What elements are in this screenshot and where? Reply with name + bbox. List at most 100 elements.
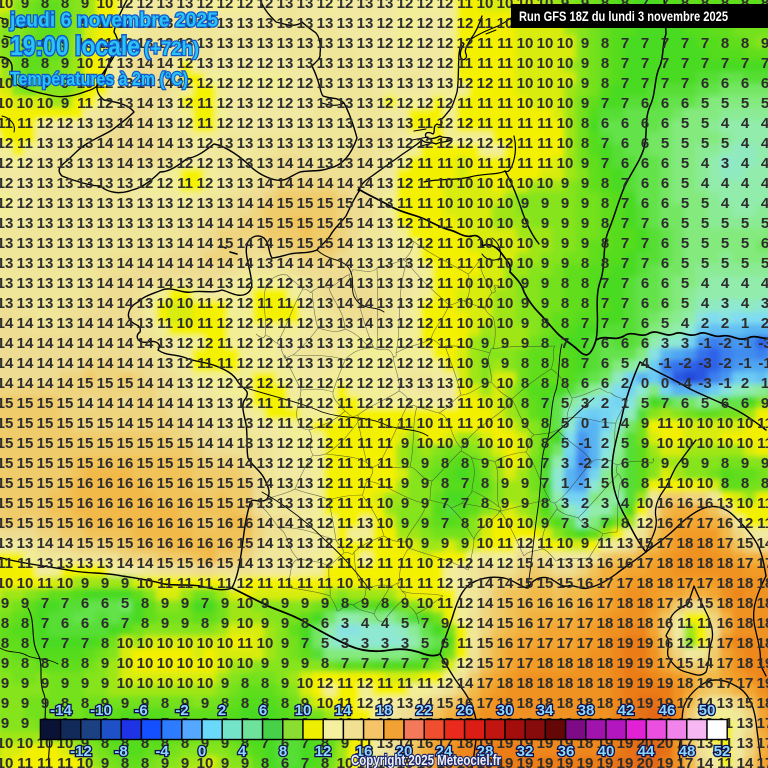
svg-text:13: 13 <box>277 535 294 552</box>
svg-text:8: 8 <box>561 295 569 312</box>
svg-text:12: 12 <box>417 315 434 332</box>
svg-text:15: 15 <box>17 495 34 512</box>
svg-text:13: 13 <box>57 275 74 292</box>
svg-text:13: 13 <box>417 75 434 92</box>
svg-text:8: 8 <box>301 615 309 632</box>
svg-text:11: 11 <box>37 755 53 768</box>
svg-text:9: 9 <box>701 455 709 472</box>
svg-text:15: 15 <box>77 435 94 452</box>
svg-text:14: 14 <box>117 555 134 572</box>
svg-text:16: 16 <box>677 595 694 612</box>
svg-text:9: 9 <box>1 715 9 732</box>
svg-text:11: 11 <box>397 555 413 572</box>
svg-text:17: 17 <box>657 535 674 552</box>
svg-text:7: 7 <box>381 655 389 672</box>
svg-text:19: 19 <box>537 755 554 768</box>
svg-text:10: 10 <box>17 575 34 592</box>
svg-text:13: 13 <box>397 275 414 292</box>
svg-text:10: 10 <box>437 195 454 212</box>
svg-text:15: 15 <box>77 375 94 392</box>
svg-text:16: 16 <box>217 515 234 532</box>
svg-text:6: 6 <box>641 115 649 132</box>
svg-text:7: 7 <box>621 315 629 332</box>
svg-text:13: 13 <box>277 115 294 132</box>
svg-text:4: 4 <box>761 115 768 132</box>
svg-text:7: 7 <box>61 595 69 612</box>
svg-text:2: 2 <box>741 375 749 392</box>
svg-text:13: 13 <box>77 195 94 212</box>
svg-text:6: 6 <box>641 135 649 152</box>
svg-text:18: 18 <box>597 615 614 632</box>
svg-text:18: 18 <box>597 695 614 712</box>
svg-text:8: 8 <box>601 235 609 252</box>
svg-text:15: 15 <box>17 515 34 532</box>
svg-text:18: 18 <box>717 555 734 572</box>
svg-text:9: 9 <box>501 355 509 372</box>
svg-text:7: 7 <box>581 355 589 372</box>
svg-text:12: 12 <box>0 195 13 212</box>
svg-text:4: 4 <box>721 115 730 132</box>
svg-text:18: 18 <box>376 702 393 719</box>
svg-text:18: 18 <box>637 595 654 612</box>
svg-text:9: 9 <box>561 255 569 272</box>
svg-text:11: 11 <box>437 235 453 252</box>
svg-text:13: 13 <box>377 255 394 272</box>
svg-text:12: 12 <box>297 435 314 452</box>
svg-text:9: 9 <box>401 515 409 532</box>
svg-text:13: 13 <box>257 255 274 272</box>
svg-text:13: 13 <box>217 395 234 412</box>
svg-text:15: 15 <box>77 455 94 472</box>
svg-text:11: 11 <box>657 415 673 432</box>
svg-text:18: 18 <box>517 695 534 712</box>
svg-text:16: 16 <box>137 515 154 532</box>
svg-text:12: 12 <box>397 315 414 332</box>
svg-text:6: 6 <box>641 175 649 192</box>
svg-text:7: 7 <box>701 55 709 72</box>
svg-text:15: 15 <box>477 635 494 652</box>
svg-text:10: 10 <box>517 95 534 112</box>
svg-text:14: 14 <box>357 195 374 212</box>
svg-text:11: 11 <box>337 475 353 492</box>
svg-text:13: 13 <box>317 315 334 332</box>
svg-text:13: 13 <box>77 255 94 272</box>
svg-text:9: 9 <box>1 35 9 52</box>
svg-text:7: 7 <box>641 235 649 252</box>
svg-text:15: 15 <box>337 195 354 212</box>
svg-text:12: 12 <box>417 255 434 272</box>
svg-text:14: 14 <box>137 355 154 372</box>
svg-text:10: 10 <box>517 255 534 272</box>
svg-text:9: 9 <box>421 475 429 492</box>
svg-text:11: 11 <box>437 595 453 612</box>
svg-text:9: 9 <box>581 55 589 72</box>
svg-text:9: 9 <box>101 755 109 768</box>
svg-text:11: 11 <box>337 435 353 452</box>
svg-text:13: 13 <box>137 195 154 212</box>
svg-text:13: 13 <box>37 555 54 572</box>
svg-text:18: 18 <box>717 595 734 612</box>
svg-text:11: 11 <box>417 155 433 172</box>
svg-text:14: 14 <box>137 395 154 412</box>
svg-text:7: 7 <box>661 75 669 92</box>
svg-text:13: 13 <box>217 155 234 172</box>
svg-text:13: 13 <box>257 555 274 572</box>
svg-text:9: 9 <box>581 235 589 252</box>
svg-text:6: 6 <box>641 315 649 332</box>
svg-text:15: 15 <box>237 495 254 512</box>
svg-text:14: 14 <box>137 555 154 572</box>
svg-text:6: 6 <box>601 355 609 372</box>
svg-text:10: 10 <box>457 235 474 252</box>
svg-text:10: 10 <box>717 415 734 432</box>
svg-text:14: 14 <box>337 295 354 312</box>
svg-text:4: 4 <box>741 295 750 312</box>
svg-text:13: 13 <box>337 15 354 32</box>
svg-text:7: 7 <box>621 235 629 252</box>
svg-text:16: 16 <box>197 535 214 552</box>
svg-text:12: 12 <box>457 655 474 672</box>
svg-text:11: 11 <box>497 115 513 132</box>
svg-text:13: 13 <box>97 115 114 132</box>
svg-text:9: 9 <box>81 575 89 592</box>
svg-text:15: 15 <box>157 455 174 472</box>
svg-text:8: 8 <box>141 755 149 768</box>
svg-text:17: 17 <box>757 735 768 752</box>
svg-text:4: 4 <box>741 275 750 292</box>
